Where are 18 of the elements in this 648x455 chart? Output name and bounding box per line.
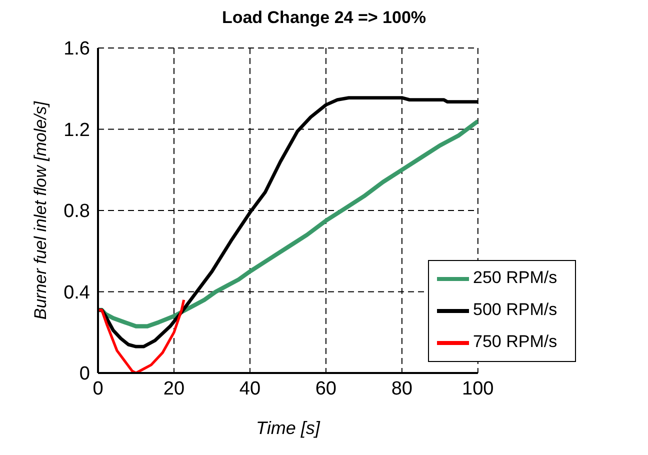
x-axis-title: Time [s] xyxy=(256,418,321,438)
line-series xyxy=(98,298,186,373)
legend-label: 500 RPM/s xyxy=(473,300,558,320)
y-tick-label: 0 xyxy=(79,364,90,385)
y-tick-label: 1.2 xyxy=(64,120,90,141)
x-tick-label: 40 xyxy=(239,378,261,400)
chart-title: Load Change 24 => 100% xyxy=(220,8,428,28)
x-tick-label: 80 xyxy=(391,378,412,400)
x-tick-label: 20 xyxy=(163,378,185,400)
y-tick-label: 1.6 xyxy=(64,38,90,60)
y-tick-label: 0.4 xyxy=(64,282,90,304)
y-axis-title: Burner fuel inlet flow [mole/s] xyxy=(31,100,50,320)
x-tick-label: 0 xyxy=(92,378,104,400)
y-tick-label: 0.8 xyxy=(64,201,90,222)
x-tick-label: 60 xyxy=(315,378,337,400)
x-tick-label: 100 xyxy=(462,378,494,400)
legend-label: 750 RPM/s xyxy=(473,332,558,352)
legend-label: 250 RPM/s xyxy=(473,268,558,288)
